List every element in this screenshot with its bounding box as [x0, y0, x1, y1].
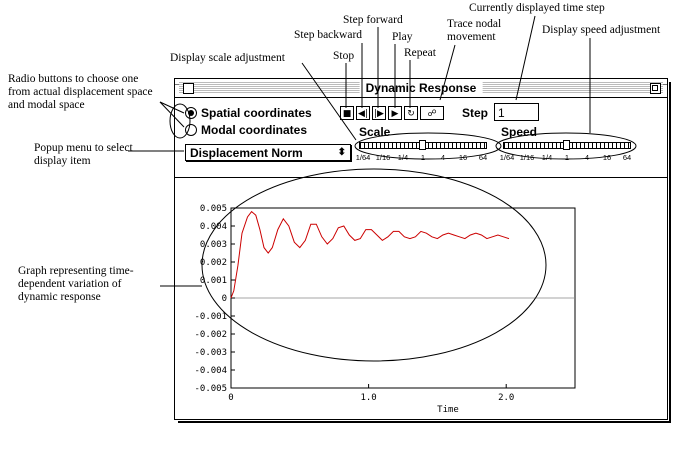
- dynamic-response-window: Dynamic Response Spatial coordinates Mod…: [174, 78, 671, 423]
- annotation-current-step: Currently displayed time step: [469, 2, 605, 14]
- slider-tick-label: 4: [440, 153, 446, 162]
- series-line: [230, 210, 510, 299]
- slider-tick-label: 16: [602, 153, 612, 162]
- speed-slider-thumb[interactable]: [563, 140, 570, 150]
- response-graph: 0.005 0.004 0.003 0.002 0.001 0 -0.001 -0.002 -0…: [194, 204, 576, 415]
- annotation-step-backward: Step backward: [294, 29, 363, 41]
- step-backward-button[interactable]: ◀|: [356, 106, 370, 120]
- annotation-graph: Graph representing time-dependent variat…: [18, 265, 134, 303]
- y-tick-label: -0.003: [194, 348, 227, 358]
- annotation-popup-menu: Popup menu to select display item: [34, 142, 133, 167]
- slider-tick-label: 1/4: [397, 153, 409, 162]
- annotation-play: Play: [392, 31, 413, 43]
- popup-arrows-icon: ⬍: [337, 147, 346, 158]
- zoom-box[interactable]: [650, 83, 661, 94]
- graph-axes: 0.005 0.004 0.003 0.002 0.001 0 -0.001 -0.002 -0…: [194, 204, 576, 415]
- slider-tick-label: 4: [584, 153, 590, 162]
- slider-tick-label: 1/64: [355, 153, 371, 162]
- y-tick-label: -0.004: [194, 366, 227, 376]
- scale-tick-labels: 1/64 1/16 1/4 1 4 16 64: [355, 153, 488, 163]
- annotation-trace: Trace nodal movement: [447, 18, 502, 43]
- title-bar[interactable]: Dynamic Response: [175, 79, 667, 98]
- step-label: Step: [462, 106, 489, 120]
- annotation-stop: Stop: [333, 50, 355, 62]
- slider-tick-label: 1: [564, 153, 570, 162]
- slider-tick-label: 1/16: [519, 153, 535, 162]
- popup-value: Displacement Norm: [190, 146, 303, 160]
- y-tick-label: -0.001: [194, 312, 227, 322]
- x-tick-label: 2.0: [498, 393, 514, 403]
- y-tick-label: 0.004: [200, 222, 227, 232]
- radio-modal-indicator[interactable]: [185, 124, 197, 136]
- repeat-button[interactable]: ↻: [404, 106, 418, 120]
- stop-button[interactable]: ■: [340, 106, 354, 120]
- slider-tick-label: 1/16: [375, 153, 391, 162]
- slider-tick-label: 1: [420, 153, 426, 162]
- play-button[interactable]: ▶: [388, 106, 402, 120]
- slider-tick-label: 16: [458, 153, 468, 162]
- step-forward-button[interactable]: |▶: [372, 106, 386, 120]
- x-axis-label: Time: [437, 405, 459, 415]
- step-input[interactable]: 1: [494, 103, 539, 121]
- y-tick-label: 0: [222, 294, 227, 304]
- annotation-repeat: Repeat: [404, 47, 436, 59]
- scale-label: Scale: [359, 125, 391, 139]
- close-box[interactable]: [183, 83, 194, 94]
- display-item-popup[interactable]: Displacement Norm ⬍: [185, 144, 351, 161]
- y-tick-label: 0.001: [200, 276, 227, 286]
- radio-modal-label: Modal coordinates: [201, 123, 308, 137]
- graph-series: [230, 210, 510, 299]
- y-tick-label: -0.002: [194, 330, 227, 340]
- speed-label: Speed: [501, 125, 538, 139]
- x-tick-label: 0: [228, 393, 233, 403]
- annotation-display-speed: Display speed adjustment: [542, 24, 661, 36]
- annotation-display-scale: Display scale adjustment: [170, 52, 285, 64]
- radio-modal-coordinates[interactable]: Modal coordinates: [185, 123, 307, 137]
- annotation-radio-buttons: Radio buttons to choose one from actual …: [8, 73, 153, 111]
- slider-tick-label: 1/4: [541, 153, 553, 162]
- y-tick-label: 0.005: [200, 204, 227, 214]
- x-tick-label: 1.0: [360, 393, 376, 403]
- radio-spatial-label: Spatial coordinates: [201, 106, 312, 120]
- radio-spatial-indicator[interactable]: [185, 107, 197, 119]
- slider-tick-label: 64: [622, 153, 632, 162]
- slider-tick-label: 64: [478, 153, 488, 162]
- speed-tick-labels: 1/64 1/16 1/4 1 4 16 64: [499, 153, 632, 163]
- y-tick-label: 0.002: [200, 258, 227, 268]
- scale-slider-thumb[interactable]: [419, 140, 426, 150]
- y-tick-label: -0.005: [194, 384, 227, 394]
- window-title: Dynamic Response: [359, 80, 483, 96]
- trace-button[interactable]: ☍: [420, 106, 444, 120]
- radio-spatial-coordinates[interactable]: Spatial coordinates: [185, 106, 312, 120]
- annotation-step-forward: Step forward: [343, 14, 403, 26]
- y-tick-label: 0.003: [200, 240, 227, 250]
- slider-tick-label: 1/64: [499, 153, 515, 162]
